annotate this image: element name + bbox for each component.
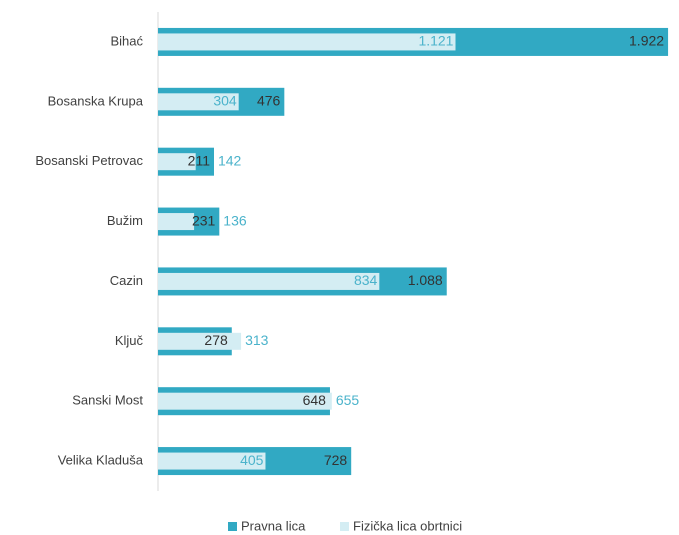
bar: [158, 452, 266, 470]
bar: [158, 33, 456, 51]
value-label: 1.121: [418, 33, 453, 49]
bar: [158, 213, 195, 231]
value-label: 655: [336, 392, 360, 408]
bar: [158, 332, 242, 350]
category-label: Velika Kladuša: [58, 453, 144, 468]
category-label: Cazin: [110, 273, 143, 288]
value-label: 278: [204, 332, 228, 348]
value-label: 648: [303, 392, 327, 408]
category-label: Bosanski Petrovac: [35, 153, 143, 168]
value-label: 1.088: [408, 272, 443, 288]
legend-label: Pravna lica: [241, 518, 306, 533]
value-label: 211: [188, 152, 211, 168]
bar: [158, 392, 332, 410]
legend-swatch: [340, 522, 349, 531]
bar: [158, 153, 196, 171]
category-label: Ključ: [115, 333, 144, 348]
value-label: 136: [223, 212, 247, 228]
bar: [158, 272, 380, 290]
category-label: Bihać: [110, 33, 143, 48]
legend-swatch: [228, 522, 237, 531]
value-label: 304: [213, 93, 237, 109]
legend-label: Fizička lica obrtnici: [353, 518, 462, 533]
value-label: 1.922: [629, 33, 664, 49]
value-label: 728: [324, 452, 348, 468]
value-label: 834: [354, 272, 378, 288]
bar: [158, 93, 239, 111]
value-label: 476: [257, 93, 281, 109]
value-label: 142: [218, 152, 242, 168]
category-label: Sanski Most: [72, 393, 143, 408]
category-label: Bosanska Krupa: [48, 93, 144, 108]
category-label: Bužim: [107, 213, 143, 228]
value-label: 231: [192, 212, 216, 228]
value-label: 313: [245, 332, 269, 348]
value-label: 405: [240, 452, 264, 468]
